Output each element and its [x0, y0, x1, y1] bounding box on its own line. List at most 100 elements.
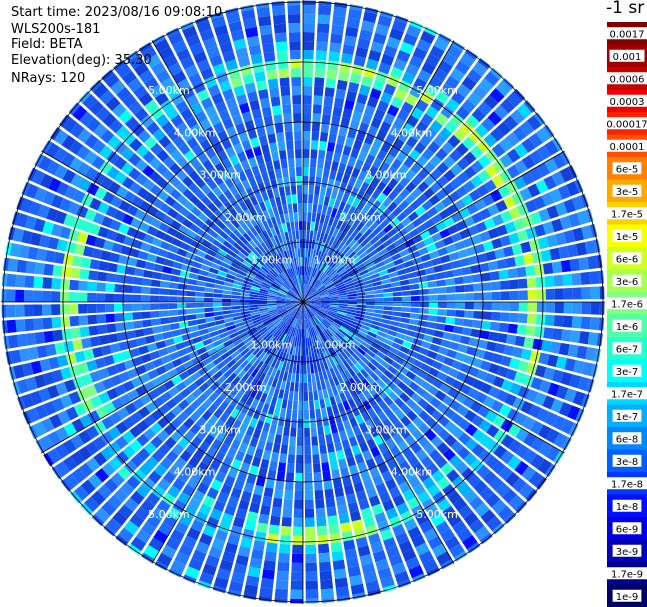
scan-cell — [319, 561, 332, 572]
scan-cell — [210, 479, 223, 492]
scan-cell — [192, 336, 203, 344]
scan-cell — [295, 463, 303, 473]
scan-cell — [96, 293, 106, 302]
scan-cell — [442, 395, 454, 407]
scan-cell — [256, 257, 265, 266]
scan-cell — [491, 302, 501, 311]
scan-cell — [335, 229, 343, 240]
scan-cell — [81, 373, 93, 386]
scan-cell — [159, 288, 169, 295]
scan-cell — [365, 418, 375, 430]
scan-cell — [263, 152, 272, 163]
scan-cell — [281, 95, 291, 106]
scan-cell — [280, 86, 291, 97]
scan-cell — [62, 439, 77, 454]
scan-cell — [304, 284, 308, 294]
scan-cell — [456, 157, 470, 171]
scan-cell — [254, 174, 263, 185]
scan-cell — [310, 257, 315, 268]
scan-cell — [246, 445, 256, 457]
scan-cell — [376, 351, 387, 360]
scan-cell — [189, 266, 200, 275]
scan-cell — [536, 289, 546, 300]
scan-cell — [307, 319, 312, 329]
scan-cell — [283, 426, 290, 437]
scan-cell — [209, 244, 220, 253]
scan-cell — [93, 420, 107, 435]
scan-cell — [284, 122, 293, 132]
scan-cell — [440, 339, 451, 348]
scan-cell — [297, 302, 303, 309]
scan-cell — [269, 424, 277, 435]
scan-cell — [245, 273, 255, 281]
scan-cell — [499, 280, 510, 290]
scan-cell — [103, 239, 115, 251]
scan-cell — [519, 79, 536, 96]
scan-cell — [293, 257, 298, 267]
scan-cell — [243, 319, 253, 325]
scan-cell — [392, 302, 402, 307]
scan-cell — [259, 311, 269, 316]
scan-cell — [244, 276, 254, 283]
scan-cell — [291, 418, 297, 428]
scan-cell — [151, 376, 163, 388]
scan-cell — [295, 373, 300, 383]
scan-cell — [373, 354, 384, 364]
scan-cell — [240, 296, 250, 300]
scan-cell — [448, 251, 460, 262]
scan-cell — [130, 411, 143, 424]
scan-cell — [351, 256, 361, 265]
scan-cell — [306, 221, 311, 231]
scan-cell — [408, 565, 424, 579]
scan-cell — [486, 424, 500, 438]
scan-cell — [55, 426, 70, 442]
scan-cell — [239, 211, 249, 222]
scan-cell — [21, 362, 34, 377]
scan-cell — [314, 481, 323, 491]
scan-cell — [310, 277, 316, 286]
scan-cell — [317, 222, 324, 233]
scan-cell — [360, 368, 370, 379]
scan-cell — [404, 193, 416, 205]
scan-cell — [158, 135, 172, 149]
scan-cell — [116, 264, 127, 274]
scan-cell — [429, 119, 443, 133]
scan-cell — [160, 324, 171, 332]
scan-cell — [373, 108, 386, 121]
scan-cell — [314, 249, 320, 260]
scan-cell — [315, 507, 326, 518]
scan-cell — [221, 335, 231, 343]
scan-cell — [249, 296, 259, 300]
scan-cell — [293, 355, 298, 365]
scan-cell — [129, 513, 145, 528]
scan-cell — [275, 215, 282, 225]
scan-cell — [567, 344, 579, 358]
scan-cell — [352, 321, 362, 328]
scan-cell — [120, 245, 132, 256]
scan-cell — [260, 286, 270, 291]
scan-cell — [358, 251, 369, 260]
scan-cell — [261, 569, 275, 580]
scan-cell — [106, 150, 120, 165]
scan-cell — [224, 598, 240, 604]
scan-cell — [353, 259, 364, 268]
scan-cell — [235, 508, 248, 520]
scan-cell — [285, 295, 295, 300]
scan-cell — [264, 277, 273, 284]
scan-cell — [417, 275, 428, 283]
scan-cell — [307, 248, 311, 258]
scan-cell — [136, 337, 147, 347]
scan-cell — [310, 318, 316, 327]
scan-cell — [267, 303, 277, 306]
scan-cell — [335, 281, 344, 288]
scan-cell — [483, 217, 496, 230]
scan-cell — [288, 167, 296, 177]
scan-cell — [338, 513, 350, 524]
scan-cell — [325, 350, 332, 360]
scan-cell — [272, 497, 283, 508]
scan-cell — [143, 233, 155, 244]
scan-cell — [418, 550, 434, 564]
colorbar-label: 3e-5 — [616, 187, 639, 198]
scan-cell — [446, 309, 456, 317]
scan-cell — [284, 281, 292, 289]
